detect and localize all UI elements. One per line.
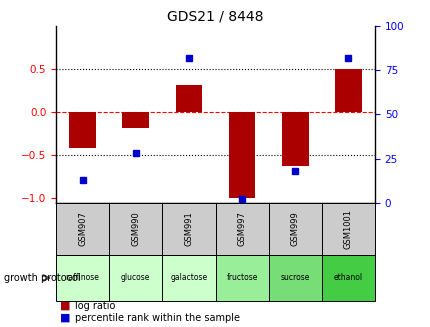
- Text: growth protocol: growth protocol: [4, 273, 81, 283]
- Text: GSM997: GSM997: [237, 212, 246, 246]
- Bar: [109, 255, 162, 301]
- Title: GDS21 / 8448: GDS21 / 8448: [167, 9, 263, 24]
- Bar: [215, 255, 268, 301]
- Text: GSM1001: GSM1001: [343, 209, 352, 249]
- Bar: [162, 255, 215, 301]
- Bar: [335, 69, 361, 112]
- Text: percentile rank within the sample: percentile rank within the sample: [75, 313, 240, 323]
- Bar: [162, 203, 215, 255]
- Text: GSM999: GSM999: [290, 212, 299, 246]
- Bar: [228, 112, 255, 198]
- Bar: [122, 112, 149, 128]
- Bar: [281, 112, 308, 166]
- Text: ■: ■: [60, 313, 71, 323]
- Text: GSM907: GSM907: [78, 212, 87, 246]
- Bar: [69, 112, 96, 148]
- Text: GSM991: GSM991: [184, 212, 193, 246]
- Text: log ratio: log ratio: [75, 301, 116, 311]
- Text: galactose: galactose: [170, 273, 207, 283]
- Text: ■: ■: [60, 301, 71, 311]
- Bar: [109, 203, 162, 255]
- Bar: [321, 203, 374, 255]
- Bar: [321, 255, 374, 301]
- Bar: [56, 255, 109, 301]
- Bar: [268, 255, 321, 301]
- Bar: [268, 203, 321, 255]
- Text: glucose: glucose: [121, 273, 150, 283]
- Bar: [215, 203, 268, 255]
- Text: sucrose: sucrose: [280, 273, 309, 283]
- Text: ethanol: ethanol: [333, 273, 362, 283]
- Bar: [175, 85, 202, 112]
- Bar: [56, 203, 109, 255]
- Text: fructose: fructose: [226, 273, 257, 283]
- Text: GSM990: GSM990: [131, 212, 140, 246]
- Text: raffinose: raffinose: [65, 273, 99, 283]
